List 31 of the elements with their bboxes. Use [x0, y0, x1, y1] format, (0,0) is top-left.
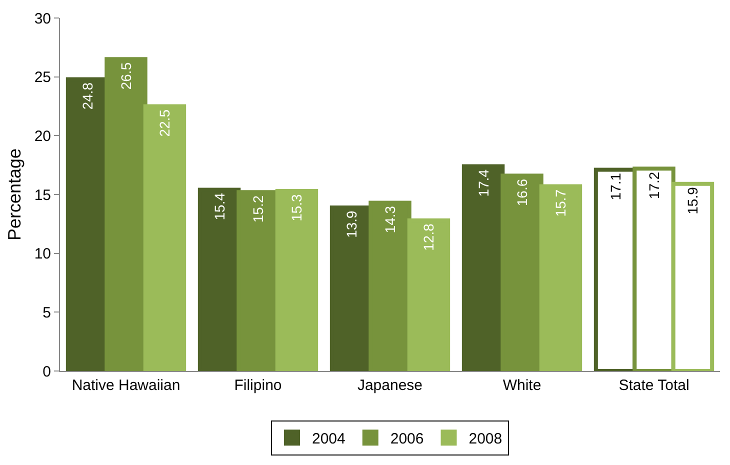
data-label: 15.3	[288, 194, 305, 222]
x-tick-label: White	[502, 377, 542, 394]
data-label: 15.7	[552, 189, 569, 217]
legend-label: 2006	[390, 430, 424, 448]
data-label: 26.5	[118, 62, 134, 90]
y-tick-label: 0	[42, 363, 51, 380]
y-axis-title: Percentage	[4, 148, 25, 241]
y-tick-label: 25	[34, 69, 51, 86]
data-label: 22.5	[156, 109, 173, 137]
data-label: 15.4	[211, 192, 228, 220]
data-label: 15.2	[250, 195, 266, 223]
y-tick-label: 15	[34, 186, 51, 204]
data-label: 17.4	[475, 169, 492, 197]
y-tick-label: 10	[34, 246, 51, 263]
y-tick-label: 20	[34, 128, 51, 145]
data-label: 16.6	[514, 178, 530, 206]
data-label: 17.1	[607, 172, 624, 200]
legend-label: 2008	[468, 430, 502, 448]
data-label: 24.8	[79, 82, 96, 110]
legend-label: 2004	[312, 430, 346, 448]
x-tick-label: Japanese	[357, 377, 423, 394]
y-tick-label: 5	[42, 304, 51, 322]
y-tick-label: 30	[34, 10, 51, 28]
data-label: 17.2	[646, 172, 662, 200]
data-label: 14.3	[382, 206, 398, 234]
x-tick-label: State Total	[618, 377, 690, 394]
data-label: 12.8	[420, 223, 437, 251]
x-tick-label: Filipino	[234, 377, 282, 394]
data-label: 13.9	[343, 210, 360, 238]
data-label: 15.9	[684, 186, 701, 214]
x-tick-label: Native Hawaiian	[72, 377, 180, 394]
